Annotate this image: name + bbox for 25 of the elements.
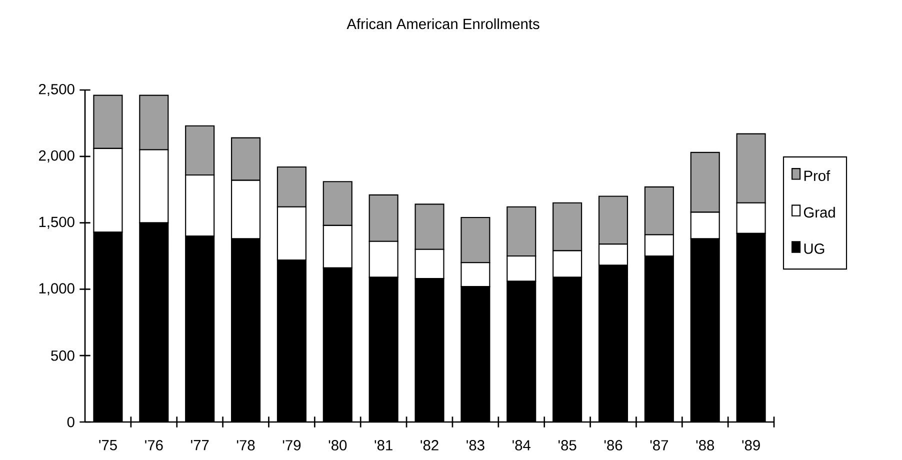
- x-tick-label: '78: [236, 440, 255, 450]
- x-tick-label: '75: [99, 440, 117, 450]
- legend-label: Prof: [804, 170, 830, 182]
- y-tick-label: 500: [51, 350, 74, 361]
- chart-title: African American Enrollments: [346, 18, 540, 30]
- x-tick-label: '80: [328, 440, 347, 450]
- y-tick-label: 0: [67, 416, 74, 428]
- x-tick-label: '87: [650, 440, 668, 450]
- x-tick-label: '79: [282, 440, 301, 450]
- x-tick-label: '89: [742, 440, 760, 450]
- x-tick-label: '77: [191, 440, 209, 450]
- x-tick-label: '81: [374, 440, 392, 450]
- y-tick-label: 1,000: [39, 283, 74, 296]
- y-tick-label: 2,000: [38, 150, 74, 162]
- x-tick-label: '83: [466, 440, 484, 450]
- legend-label: Grad: [804, 206, 835, 218]
- x-tick-label: '84: [512, 440, 530, 450]
- y-tick-label: 2,500: [38, 84, 74, 96]
- x-tick-label: '85: [558, 440, 576, 450]
- x-tick-label: '76: [145, 440, 163, 450]
- x-tick-label: '88: [696, 440, 714, 450]
- y-tick-label: 1,500: [39, 216, 74, 229]
- legend-label: UG: [804, 244, 824, 254]
- x-tick-label: '86: [604, 440, 622, 450]
- x-tick-label: '82: [420, 440, 438, 450]
